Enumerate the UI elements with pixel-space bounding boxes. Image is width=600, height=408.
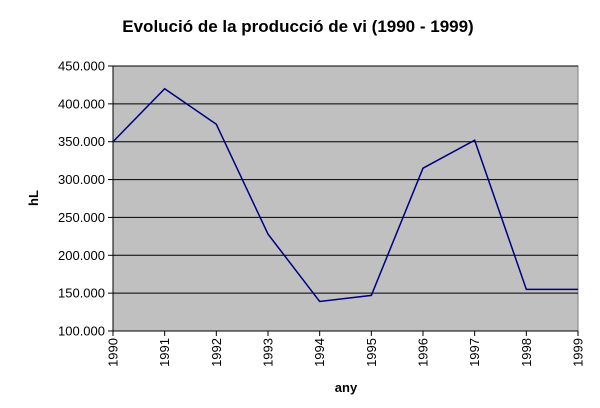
x-tick-label-9: 1999 [571, 338, 586, 367]
x-tick-label-0: 1990 [106, 338, 121, 367]
x-tick-label-5: 1995 [364, 338, 379, 367]
y-axis-label: hL [26, 190, 41, 206]
y-tick-label-2: 200.000 [58, 248, 105, 263]
grid-lines [113, 65, 578, 294]
x-tick-label-8: 1998 [519, 338, 534, 367]
y-tick-label-7: 450.000 [58, 59, 105, 74]
x-tick-label-7: 1997 [467, 338, 482, 367]
x-tick-label-1: 1991 [157, 338, 172, 367]
x-axis-label: any [335, 380, 358, 395]
series-layer [112, 87, 579, 303]
y-axis: 100.000 150.000 200.000 250.000 300.000 350.0… [58, 59, 114, 339]
y-tick-label-5: 350.000 [58, 134, 105, 149]
plot-area [112, 65, 579, 332]
y-tick-label-0: 100.000 [58, 324, 105, 339]
chart-title: Evolució de la producció de vi (1990 - 1… [122, 17, 473, 36]
x-tick-label-4: 1994 [312, 338, 327, 367]
x-tick-label-6: 1996 [416, 338, 431, 367]
x-tick-label-3: 1993 [261, 338, 276, 367]
y-tick-label-1: 150.000 [58, 286, 105, 301]
y-tick-label-6: 400.000 [58, 96, 105, 111]
x-axis: 1990 1991 1992 1993 1994 1995 1996 1997 1998 1999 [106, 330, 586, 367]
x-tick-label-2: 1992 [209, 338, 224, 367]
y-tick-label-3: 250.000 [58, 210, 105, 225]
y-tick-label-4: 300.000 [58, 172, 105, 187]
series-line-0 [112, 87, 578, 303]
